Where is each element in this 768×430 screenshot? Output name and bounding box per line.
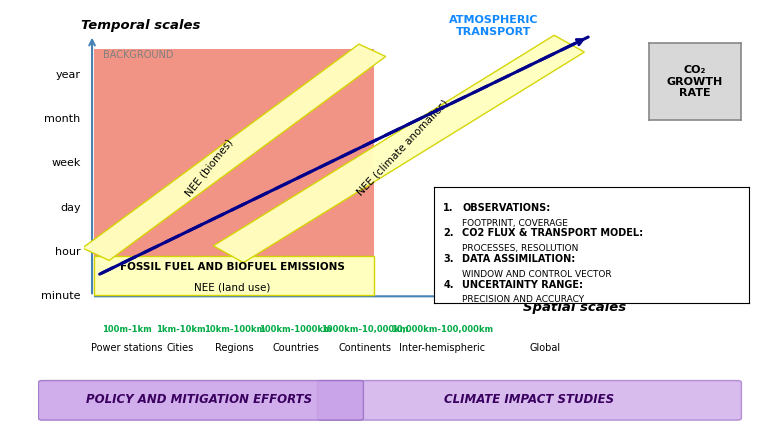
Text: minute: minute [41,291,81,301]
Polygon shape [82,44,386,261]
Text: Inter-hemispheric: Inter-hemispheric [399,343,485,353]
Polygon shape [214,35,584,263]
Text: 2.: 2. [443,228,454,239]
Text: OBSERVATIONS:: OBSERVATIONS: [462,203,551,213]
Text: Temporal scales: Temporal scales [81,19,200,32]
Text: 3.: 3. [443,254,454,264]
Text: NEE (climate anomalies): NEE (climate anomalies) [355,98,450,198]
Text: Regions: Regions [215,343,253,353]
Text: UNCERTAINTY RANGE:: UNCERTAINTY RANGE: [462,280,583,289]
Text: NEE (biomes): NEE (biomes) [184,137,235,198]
Text: CLIMATE IMPACT STUDIES: CLIMATE IMPACT STUDIES [445,393,614,406]
Text: year: year [56,70,81,80]
Text: Cities: Cities [167,343,194,353]
Text: ATMOSPHERIC
TRANSPORT: ATMOSPHERIC TRANSPORT [449,15,538,37]
Text: 100m-1km: 100m-1km [102,325,151,334]
FancyBboxPatch shape [38,381,363,420]
Text: hour: hour [55,247,81,257]
Text: 1km-10km: 1km-10km [156,325,205,334]
Text: 4.: 4. [443,280,454,289]
Text: CO₂
GROWTH
RATE: CO₂ GROWTH RATE [667,65,723,98]
Text: DATA ASSIMILATION:: DATA ASSIMILATION: [462,254,575,264]
Text: Power stations: Power stations [91,343,163,353]
Bar [94,49,374,295]
Bar [94,255,374,295]
Text: BACKGROUND: BACKGROUND [104,50,174,60]
Text: Countries: Countries [272,343,319,353]
Text: FOSSIL FUEL AND BIOFUEL EMISSIONS: FOSSIL FUEL AND BIOFUEL EMISSIONS [120,262,345,273]
Text: 1.: 1. [443,203,454,213]
Text: 1000km-10,000km: 1000km-10,000km [321,325,409,334]
Text: 10,000km-100,000km: 10,000km-100,000km [391,325,492,334]
Text: Continents: Continents [338,343,392,353]
Text: NEE (land use): NEE (land use) [194,283,270,292]
Text: FOOTPRINT, COVERAGE: FOOTPRINT, COVERAGE [462,218,568,227]
Text: Spatial scales: Spatial scales [523,301,626,314]
Text: CO2 FLUX & TRANSPORT MODEL:: CO2 FLUX & TRANSPORT MODEL: [462,228,644,239]
Text: day: day [60,203,81,213]
Text: WINDOW AND CONTROL VECTOR: WINDOW AND CONTROL VECTOR [462,270,612,279]
Text: 100km-1000km: 100km-1000km [260,325,332,334]
Text: Global: Global [530,343,561,353]
Text: POLICY AND MITIGATION EFFORTS: POLICY AND MITIGATION EFFORTS [86,393,313,406]
Text: week: week [51,158,81,168]
Text: month: month [45,114,81,124]
FancyBboxPatch shape [317,381,741,420]
Text: PRECISION AND ACCURACY: PRECISION AND ACCURACY [462,295,584,304]
Text: PROCESSES, RESOLUTION: PROCESSES, RESOLUTION [462,244,578,253]
Text: 10km-100km: 10km-100km [204,325,265,334]
